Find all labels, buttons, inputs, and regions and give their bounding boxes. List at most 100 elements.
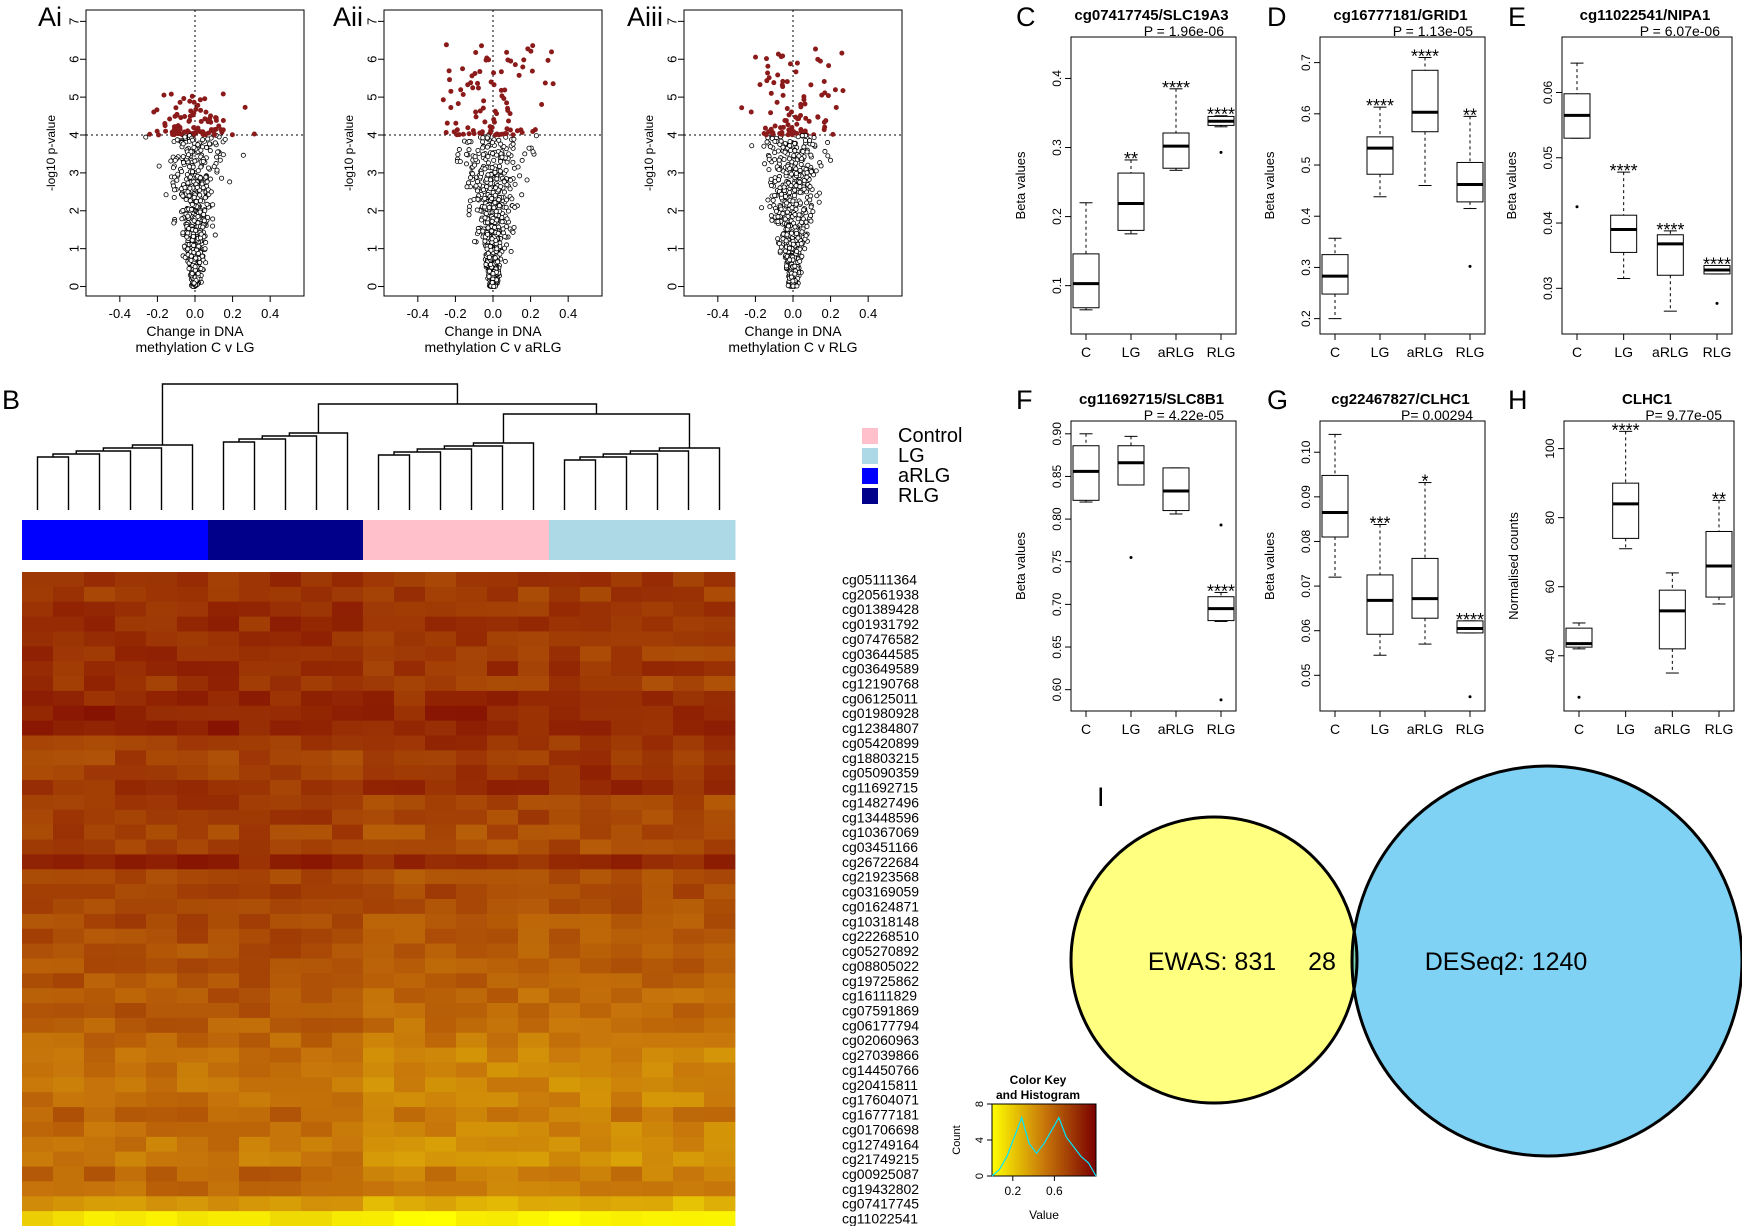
heatmap-cell [363, 928, 395, 944]
heatmap-cell [673, 1032, 705, 1049]
point [796, 153, 802, 159]
x-tick-label: 0.0 [186, 306, 204, 321]
significant-point [778, 54, 784, 60]
heatmap-cell [611, 988, 643, 1004]
heatmap-cell [580, 854, 612, 870]
heatmap-cell [580, 928, 612, 944]
heatmap-cell [270, 661, 302, 677]
heatmap-cell [208, 884, 240, 900]
point [174, 137, 180, 143]
point [202, 246, 208, 252]
venn-label-deseq2: DESeq2: 1240 [1425, 948, 1588, 976]
heatmap-cell [487, 705, 519, 722]
heatmap-cell [115, 601, 147, 617]
heatmap-cell [704, 1107, 736, 1123]
heatmap-cell [239, 1107, 271, 1123]
significant-point [443, 130, 449, 136]
heatmap-cell [115, 1107, 147, 1123]
heatmap-cell [115, 1166, 147, 1182]
point [781, 184, 787, 190]
point [483, 211, 489, 217]
heatmap-cell [487, 1107, 519, 1123]
heatmap-cell [518, 1062, 550, 1078]
x-tick-label: aRLG [1652, 344, 1689, 360]
data-points [143, 91, 257, 290]
heatmap-cell [425, 1077, 457, 1093]
heatmap-cell [704, 809, 736, 826]
heatmap-cell [239, 601, 271, 617]
significant-point [191, 99, 197, 105]
significant-point [504, 126, 510, 132]
heatmap-cell [239, 1003, 271, 1019]
heatmap-cell [611, 1166, 643, 1182]
column-group-Control [425, 520, 457, 560]
heatmap-cell [487, 928, 519, 944]
heatmap-cell [425, 1121, 457, 1138]
significant-point [195, 102, 201, 108]
heatmap-cell [332, 750, 364, 766]
heatmap-cell [704, 1077, 736, 1093]
significant-point [763, 56, 769, 62]
significant-point [154, 128, 160, 134]
heatmap-cell [22, 854, 54, 870]
heatmap-cell [84, 735, 116, 751]
point [472, 154, 478, 160]
point [801, 186, 807, 192]
heatmap-cell [301, 958, 333, 974]
box-C [1565, 622, 1593, 699]
heatmap-cell [456, 1211, 488, 1226]
row-label: cg10367069 [842, 824, 919, 840]
heatmap-cell [518, 928, 550, 944]
point [767, 144, 773, 150]
legend-swatch-Control [862, 428, 878, 444]
heatmap-cell [487, 1092, 519, 1108]
heatmap-cell [22, 646, 54, 662]
heatmap-cell [332, 1047, 364, 1063]
point [790, 241, 796, 247]
heatmap-cell [115, 616, 147, 632]
heatmap-cell [425, 765, 457, 781]
significant-point [191, 110, 197, 116]
box-LG: **** [1612, 420, 1640, 550]
heatmap-cell [115, 735, 147, 751]
heatmap-cell [84, 1211, 116, 1226]
heatmap-cell [363, 735, 395, 751]
heatmap-cell [84, 928, 116, 944]
significant-point [492, 108, 498, 114]
heatmap-cell [704, 1121, 736, 1138]
heatmap-cell [270, 705, 302, 722]
point [480, 139, 486, 145]
heatmap-cell [301, 854, 333, 870]
point [500, 226, 506, 232]
heatmap-cell [146, 616, 178, 632]
point [143, 134, 149, 140]
significant-point [782, 118, 788, 124]
point [191, 144, 197, 150]
heatmap-cell [394, 1062, 426, 1078]
heatmap-cell [549, 1166, 581, 1182]
heatmap-cell [332, 1136, 364, 1153]
heatmap-cell [642, 824, 674, 840]
significant-point [833, 104, 839, 110]
heatmap-cell [611, 765, 643, 781]
heatmap-cell [239, 780, 271, 796]
significant-point [498, 69, 504, 75]
heatmap-cell [642, 572, 674, 588]
y-tick-label: 1 [66, 245, 81, 252]
heatmap-cell [270, 824, 302, 840]
heatmap-cell [53, 958, 85, 974]
heatmap-cell [456, 1092, 488, 1108]
point [511, 136, 517, 142]
heatmap-cell [363, 690, 395, 707]
point [783, 193, 789, 199]
heatmap-cell [673, 1196, 705, 1212]
significant-point [251, 131, 257, 137]
point [811, 135, 817, 141]
heatmap-cell [580, 1151, 612, 1167]
heatmap-cell [270, 958, 302, 974]
point [526, 145, 532, 151]
point [197, 209, 203, 215]
point [491, 157, 497, 163]
point [469, 171, 475, 177]
venn-label-overlap: 28 [1308, 948, 1336, 976]
